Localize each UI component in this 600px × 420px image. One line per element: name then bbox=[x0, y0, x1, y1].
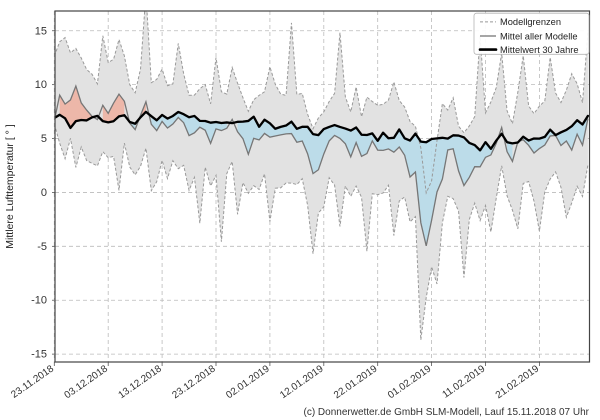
svg-text:-15: -15 bbox=[31, 349, 47, 361]
svg-text:0: 0 bbox=[41, 187, 47, 199]
svg-text:15: 15 bbox=[35, 25, 47, 37]
svg-text:-10: -10 bbox=[31, 295, 47, 307]
svg-text:10: 10 bbox=[35, 79, 47, 91]
svg-text:Mittel aller Modelle: Mittel aller Modelle bbox=[500, 31, 578, 41]
svg-text:5: 5 bbox=[41, 133, 47, 145]
svg-text:-5: -5 bbox=[37, 241, 47, 253]
svg-text:Mittelwert 30 Jahre: Mittelwert 30 Jahre bbox=[500, 45, 579, 55]
svg-text:(c) Donnerwetter.de GmbH SLM-M: (c) Donnerwetter.de GmbH SLM-Modell, Lau… bbox=[303, 407, 589, 418]
svg-text:Modellgrenzen: Modellgrenzen bbox=[500, 17, 561, 27]
svg-text:Mittlere Lufttemperatur [ ° ]: Mittlere Lufttemperatur [ ° ] bbox=[4, 124, 16, 248]
